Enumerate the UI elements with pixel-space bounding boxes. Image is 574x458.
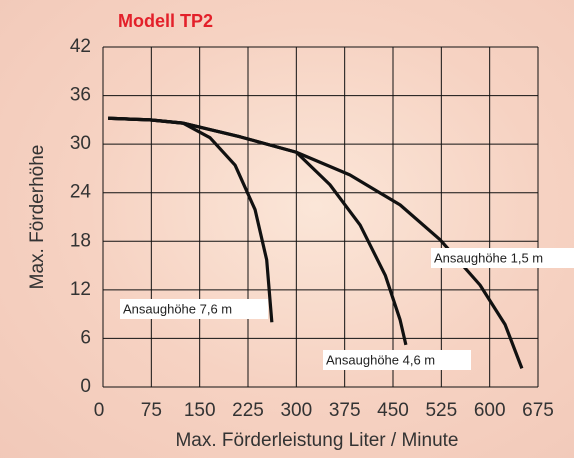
y-tick-label: 42 — [70, 36, 91, 57]
x-tick-label: 300 — [280, 400, 312, 421]
y-tick-label: 24 — [70, 182, 92, 203]
x-tick-label: 225 — [232, 400, 264, 421]
y-tick-label: 36 — [70, 85, 91, 106]
x-tick-label: 525 — [425, 400, 457, 421]
y-axis-label: Max. Förderhöhe — [27, 145, 48, 290]
x-tick-label: 600 — [474, 400, 506, 421]
chart-title: Modell TP2 — [118, 11, 213, 31]
x-tick-label: 75 — [141, 400, 162, 421]
x-tick-label: 0 — [94, 400, 105, 421]
y-tick-label: 6 — [80, 327, 91, 348]
y-tick-label: 12 — [70, 279, 91, 300]
y-tick-label: 18 — [70, 230, 91, 251]
curve-label: Ansaughöhe 1,5 m — [434, 250, 543, 265]
x-tick-label: 450 — [377, 400, 409, 421]
x-tick-label: 675 — [522, 400, 554, 421]
curve-label: Ansaughöhe 7,6 m — [123, 301, 232, 316]
curve-label: Ansaughöhe 4,6 m — [326, 352, 435, 367]
chart: Modell TP2 Max. Förderleistung Liter / M… — [0, 0, 574, 458]
x-tick-label: 375 — [329, 400, 361, 421]
y-tick-label: 30 — [70, 133, 91, 154]
x-tick-label: 150 — [184, 400, 216, 421]
x-axis-label: Max. Förderleistung Liter / Minute — [175, 430, 458, 451]
y-tick-label: 0 — [80, 376, 91, 397]
